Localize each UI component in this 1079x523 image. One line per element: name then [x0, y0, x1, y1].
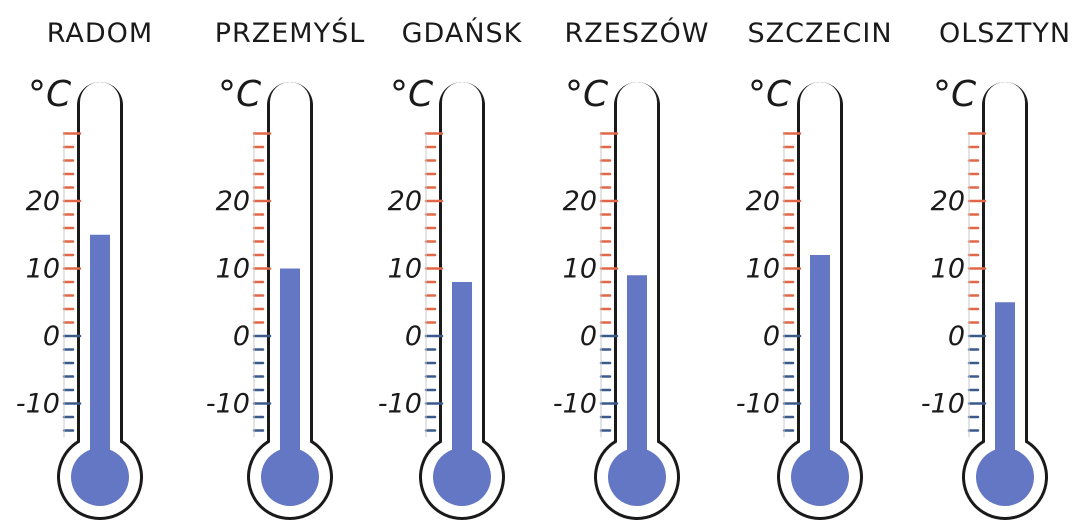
tick-label: 20 — [746, 186, 780, 217]
mercury-bar — [433, 282, 491, 507]
thermometer-4: SZCZECIN °C 20 10 0 -10 — [736, 18, 892, 520]
tick-label: -10 — [553, 389, 597, 420]
tick-label: -10 — [378, 389, 422, 420]
tick-label: 0 — [763, 321, 780, 352]
thermometer-glass — [965, 82, 1045, 517]
tick-label: 10 — [388, 254, 422, 285]
tick-label: 10 — [563, 254, 597, 285]
mercury-bar — [976, 302, 1034, 507]
tick-label: 10 — [216, 254, 250, 285]
city-label: OLSZTYN — [939, 18, 1071, 49]
thermometer-2: GDAŃSK °C 20 10 0 -10 — [378, 17, 523, 520]
city-label: SZCZECIN — [747, 18, 892, 49]
mercury-bar — [790, 255, 849, 507]
tick-label: 20 — [216, 186, 250, 217]
unit-label: °C — [218, 74, 262, 115]
tick-label: -10 — [206, 389, 250, 420]
tick-label: -10 — [16, 389, 60, 420]
unit-label: °C — [390, 74, 434, 115]
unit-label: °C — [933, 74, 977, 115]
mercury-bar — [261, 268, 320, 507]
city-label: RZESZÓW — [565, 17, 710, 49]
tick-label: 10 — [746, 254, 780, 285]
tick-label: 0 — [580, 321, 597, 352]
tick-label: -10 — [736, 389, 780, 420]
tick-label: 0 — [233, 321, 250, 352]
city-label: RADOM — [47, 18, 153, 49]
mercury-bar — [608, 275, 666, 507]
tick-label: 20 — [931, 186, 965, 217]
unit-label: °C — [28, 74, 72, 115]
tick-label: 20 — [563, 186, 597, 217]
tick-label: 0 — [43, 321, 60, 352]
thermometer-1: PRZEMYŚL °C 20 10 0 -10 — [206, 17, 366, 520]
tick-label: -10 — [921, 389, 965, 420]
city-label: PRZEMYŚL — [215, 17, 366, 49]
tick-label: 20 — [388, 186, 422, 217]
thermometer-0: RADOM °C 20 10 0 -10 — [16, 18, 153, 520]
thermometer-3: RZESZÓW °C 20 10 0 -10 — [553, 17, 710, 520]
tick-label: 10 — [931, 254, 965, 285]
unit-label: °C — [565, 74, 609, 115]
mercury-bar — [70, 234, 129, 507]
city-label: GDAŃSK — [402, 17, 523, 49]
tick-label: 10 — [26, 254, 60, 285]
tick-label: 0 — [948, 321, 965, 352]
thermometer-5: OLSZTYN °C 20 10 0 -10 — [921, 18, 1071, 520]
tick-label: 20 — [26, 186, 60, 217]
unit-label: °C — [748, 74, 792, 115]
tick-label: 0 — [405, 321, 422, 352]
